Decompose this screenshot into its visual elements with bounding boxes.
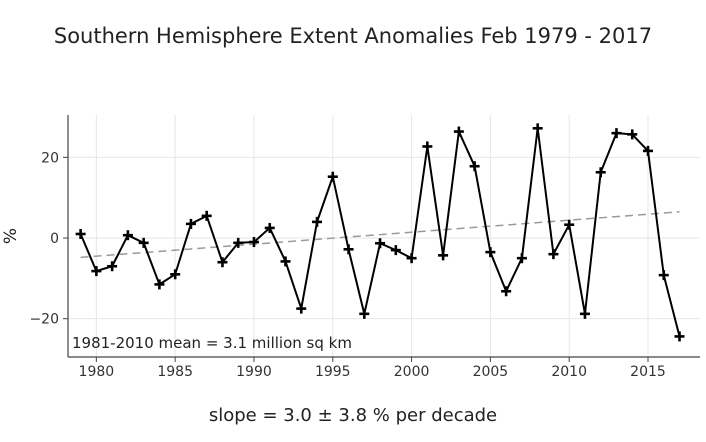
- data-point-marker: [627, 129, 638, 140]
- data-point-marker: [280, 256, 291, 267]
- data-point-marker: [233, 237, 244, 248]
- data-point-marker: [154, 279, 165, 290]
- axes: [67, 115, 700, 358]
- data-point-marker: [217, 257, 228, 268]
- x-tick-label: 2015: [630, 364, 666, 380]
- data-point-marker: [595, 167, 606, 178]
- x-tick-label: 1990: [236, 364, 272, 380]
- x-tick-labels: 1980 1985 1990 1995 2000 2005 2010 2015: [79, 364, 666, 380]
- data-point-marker: [264, 222, 275, 233]
- trend-line: [80, 211, 680, 259]
- data-point-marker: [390, 245, 401, 256]
- y-tick-label: 0: [50, 231, 59, 247]
- data-point-marker: [422, 141, 433, 152]
- data-point-marker: [438, 250, 449, 261]
- data-series: [79, 127, 681, 337]
- data-point-marker: [107, 261, 118, 272]
- mean-annotation: 1981-2010 mean = 3.1 million sq km: [72, 334, 352, 352]
- data-point-marker: [469, 161, 480, 172]
- data-point-marker: [201, 210, 212, 221]
- trend-line-path: [80, 211, 680, 259]
- data-point-marker: [579, 308, 590, 319]
- y-axis-label: %: [1, 228, 21, 244]
- data-point-marker: [343, 244, 354, 255]
- y-tick-label: −20: [29, 312, 59, 328]
- x-tick-label: 1980: [79, 364, 115, 380]
- data-point-marker: [516, 253, 527, 264]
- data-point-marker: [327, 171, 338, 182]
- data-markers: [75, 123, 685, 342]
- data-point-marker: [564, 219, 575, 230]
- data-point-marker: [248, 237, 259, 248]
- data-point-marker: [485, 247, 496, 258]
- y-tick-labels: −20 0 20: [29, 150, 59, 327]
- data-point-marker: [312, 216, 323, 227]
- data-point-marker: [501, 286, 512, 297]
- x-tick-label: 1985: [157, 364, 193, 380]
- data-point-marker: [91, 266, 102, 277]
- anomaly-line: [79, 127, 681, 337]
- data-point-marker: [406, 253, 417, 264]
- y-tick-label: 20: [41, 150, 59, 166]
- grid-lines: [63, 115, 700, 362]
- data-point-marker: [548, 249, 559, 260]
- x-tick-label: 2005: [473, 364, 509, 380]
- data-point-marker: [170, 269, 181, 280]
- data-point-marker: [75, 228, 86, 239]
- data-point-marker: [185, 218, 196, 229]
- data-point-marker: [296, 303, 307, 314]
- x-tick-label: 2010: [551, 364, 587, 380]
- slope-footer: slope = 3.0 ± 3.8 % per decade: [208, 405, 498, 426]
- data-point-marker: [642, 145, 653, 156]
- x-tick-label: 2000: [394, 364, 430, 380]
- x-tick-label: 1995: [315, 364, 351, 380]
- data-point-marker: [453, 126, 464, 137]
- chart-title: Southern Hemisphere Extent Anomalies Feb…: [53, 24, 653, 48]
- data-point-marker: [359, 308, 370, 319]
- data-point-marker: [532, 123, 543, 134]
- data-point-marker: [611, 128, 622, 139]
- data-point-marker: [138, 237, 149, 248]
- data-point-marker: [375, 238, 386, 249]
- data-point-marker: [674, 331, 685, 342]
- data-point-marker: [658, 270, 669, 281]
- data-point-marker: [122, 230, 133, 241]
